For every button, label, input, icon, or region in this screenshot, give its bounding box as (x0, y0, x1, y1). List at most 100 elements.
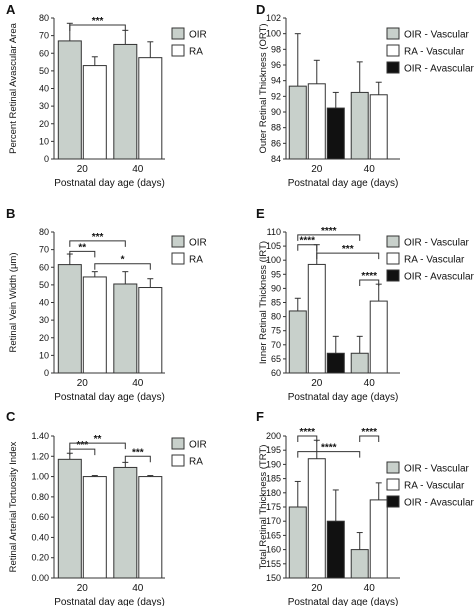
panel-letter: B (6, 206, 15, 221)
bar (307, 83, 326, 160)
y-tick-label: 70 (39, 245, 49, 255)
significance-label: **** (321, 443, 337, 454)
bar (57, 40, 82, 160)
significance-bracket (124, 455, 151, 463)
y-tick-label: 60 (271, 368, 281, 378)
y-tick-label: 0.20 (31, 553, 49, 563)
panel-e: E 60 65 70 75 80 85 90 95 100 105 110 Inner Retinal … (256, 206, 474, 403)
y-tick-label: 10 (39, 350, 49, 360)
bar (350, 352, 369, 374)
legend-label: OIR - Avascular (404, 64, 474, 75)
significance-bracket (359, 435, 380, 442)
y-tick-label: 80 (39, 227, 49, 237)
significance-bracket (316, 252, 380, 260)
legend-swatch (386, 461, 400, 474)
x-tick-label: 20 (77, 583, 89, 594)
x-tick-label: 40 (132, 583, 144, 594)
x-tick-label: 20 (311, 583, 323, 594)
legend-label: RA - Vascular (404, 255, 465, 266)
legend-swatch (171, 27, 185, 40)
y-tick-label: 94 (271, 76, 281, 86)
y-tick-label: 40 (39, 84, 49, 94)
legend-swatch (386, 61, 400, 74)
x-axis-label: Postnatal day age (days) (288, 597, 399, 606)
y-tick-label: 105 (266, 241, 281, 251)
significance-label: *** (132, 447, 144, 458)
y-tick-label: 0.60 (31, 512, 49, 522)
bar (113, 283, 138, 374)
significance-label: **** (321, 226, 337, 237)
significance-label: **** (299, 427, 315, 438)
significance-label: **** (299, 236, 315, 247)
legend-label: OIR - Vascular (404, 30, 469, 41)
bar (82, 65, 107, 160)
y-axis-label: Outer Retinal Thickness (ORT) (258, 23, 269, 153)
significance-bracket (359, 279, 380, 286)
bar (138, 476, 163, 579)
panel-c: C 0.00 0.20 0.40 0.60 0.80 1.00 1.20 1.40 Retinal… (6, 409, 207, 606)
y-tick-label: 30 (39, 315, 49, 325)
y-tick-label: 1.40 (31, 431, 49, 441)
x-tick-label: 40 (364, 583, 376, 594)
bar (350, 91, 369, 160)
bar (307, 458, 326, 579)
y-axis-label: Retinal Vein Width (μm) (8, 253, 19, 353)
y-tick-label: 155 (266, 559, 281, 569)
bar (57, 264, 82, 374)
x-tick-label: 20 (311, 164, 323, 175)
x-axis-label: Postnatal day age (days) (288, 392, 399, 403)
significance-label: *** (342, 244, 354, 255)
legend-label: OIR (189, 238, 207, 249)
panel-f: F 150 155 160 165 170 175 180 185 190 195 200 Total … (256, 409, 474, 606)
y-tick-label: 75 (271, 326, 281, 336)
significance-label: **** (361, 427, 377, 438)
y-tick-label: 85 (271, 298, 281, 308)
y-tick-label: 96 (271, 60, 281, 70)
y-tick-label: 1.00 (31, 472, 49, 482)
y-tick-label: 0.80 (31, 492, 49, 502)
y-axis-label: Inner Retinal Thickness (IRT) (258, 241, 269, 364)
legend-label: RA (189, 255, 203, 266)
bar (288, 506, 307, 579)
bar (350, 549, 369, 579)
bar (113, 43, 138, 160)
bar (138, 287, 163, 374)
y-tick-label: 195 (266, 445, 281, 455)
y-tick-label: 60 (39, 262, 49, 272)
bar (113, 466, 138, 579)
significance-label: ** (78, 242, 86, 253)
legend-swatch (171, 437, 185, 450)
bar (369, 499, 388, 579)
y-tick-label: 160 (266, 545, 281, 555)
y-tick-label: 10 (39, 136, 49, 146)
y-tick-label: 170 (266, 516, 281, 526)
significance-bracket (69, 448, 96, 456)
legend-swatch (386, 235, 400, 248)
y-tick-label: 190 (266, 459, 281, 469)
significance-bracket (297, 435, 318, 442)
bar (57, 458, 82, 579)
y-tick-label: 98 (271, 44, 281, 54)
significance-label: **** (361, 271, 377, 282)
y-tick-label: 92 (271, 91, 281, 101)
legend-swatch (386, 495, 400, 508)
bar (326, 107, 345, 160)
y-tick-label: 185 (266, 474, 281, 484)
x-tick-label: 20 (77, 378, 89, 389)
significance-bracket (297, 234, 361, 241)
y-tick-label: 100 (266, 255, 281, 265)
y-axis-label: Percent Retinal Avascular Area (8, 22, 19, 154)
significance-label: *** (92, 16, 104, 27)
y-tick-label: 30 (39, 101, 49, 111)
y-tick-label: 20 (39, 333, 49, 343)
y-tick-label: 110 (267, 227, 281, 237)
panel-a: A 0 10 20 30 40 50 60 70 80 Percent Retinal Avascu… (6, 2, 207, 189)
y-tick-label: 150 (266, 573, 281, 583)
bar (369, 94, 388, 160)
y-tick-label: 84 (271, 154, 281, 164)
x-axis-label: Postnatal day age (days) (288, 178, 399, 189)
y-tick-label: 86 (271, 138, 281, 148)
significance-bracket (69, 442, 126, 450)
legend-swatch (171, 454, 185, 467)
